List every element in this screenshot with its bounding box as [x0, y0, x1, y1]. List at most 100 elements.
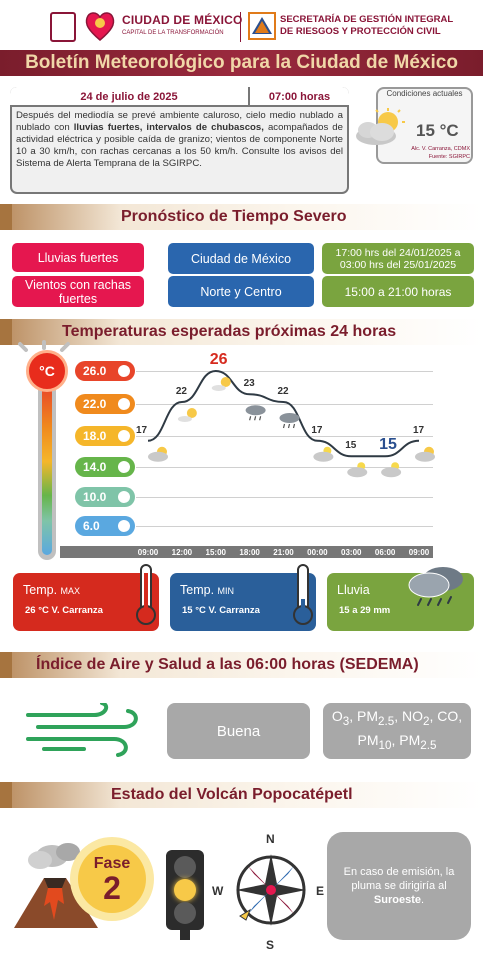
compass-e: E — [316, 884, 325, 898]
current-temperature: 15 °C — [416, 121, 459, 140]
section-tab — [0, 782, 12, 808]
scale-10: 10.0 — [75, 487, 135, 507]
min-temp-card: Temp. MIN 15 °C V. Carranza — [170, 564, 316, 631]
scale-22: 22.0 — [75, 394, 135, 414]
thermometer-celsius-badge: °C — [26, 350, 68, 392]
scale-dot — [118, 520, 130, 532]
scale-6-label: 6.0 — [83, 519, 100, 533]
grid-line — [136, 526, 433, 527]
header-city-sub: CAPITAL DE LA TRANSFORMACIÓN — [122, 30, 224, 36]
partly-cloudy-icon — [356, 108, 405, 145]
scale-dot — [118, 365, 130, 377]
thermometer-cold-icon — [293, 564, 313, 625]
temperatures-heading-text: Temperaturas esperadas próximas 24 horas — [62, 323, 397, 340]
phenomenon-heavy-rain: Lluvias fuertes — [12, 243, 144, 272]
compass-s: S — [266, 938, 275, 952]
x-tick-label: 00:00 — [307, 548, 328, 557]
plume-msg-1: En caso de emisión, la pluma se dirigirí… — [343, 866, 455, 892]
x-tick-label: 18:00 — [239, 548, 260, 557]
weather-icon-cloud-moon — [381, 462, 402, 478]
volcano-heading: Estado del Volcán Popocatépetl — [0, 782, 483, 808]
rain-cloud-icon — [408, 567, 463, 606]
temperature-label: 15 — [345, 440, 357, 452]
phase-label: Fase — [93, 855, 131, 872]
weather-icon-cloud-sun — [148, 446, 168, 462]
temperature-label: 23 — [243, 378, 255, 390]
grid-line — [136, 467, 433, 468]
section-tab — [0, 204, 12, 230]
max-temp-title: Temp. MAX — [23, 583, 80, 597]
rain-title: Lluvia — [337, 583, 370, 597]
x-tick-label: 21:00 — [273, 548, 294, 557]
scale-26: 26.0 — [75, 361, 135, 381]
max-temp-value: 26 °C V. Carranza — [25, 605, 103, 616]
pollutants-list: O3, PM2.5, NO2, CO, PM10, PM2.5 — [331, 708, 463, 752]
x-tick-label: 09:00 — [408, 548, 430, 557]
temperature-label: 22 — [175, 386, 187, 397]
min-temp-title-small: MIN — [217, 586, 235, 596]
temperatures-heading: Temperaturas esperadas próximas 24 horas — [0, 319, 483, 345]
cdmx-logo — [50, 12, 76, 42]
scale-26-label: 26.0 — [83, 364, 107, 378]
compass-icon — [236, 854, 306, 926]
air-heading: Índice de Aire y Salud a las 06:00 horas… — [0, 652, 483, 678]
current-conditions-title: Condiciones actuales — [386, 89, 463, 98]
air-heading-text: Índice de Aire y Salud a las 06:00 horas… — [36, 656, 419, 673]
summary-text-bold: lluvias fuertes, intervalos de chubascos… — [73, 122, 264, 133]
header-secretaria-line2: DE RIESGOS Y PROTECCIÓN CIVIL — [280, 26, 441, 37]
current-location: Alc. V. Carranza, CDMX Fuente: SGIRPC — [378, 145, 470, 161]
x-tick-label: 06:00 — [374, 548, 396, 557]
traffic-light-icon — [166, 850, 204, 930]
max-temperature-label: 26 — [209, 351, 228, 368]
grid-line — [136, 371, 433, 372]
grid-line — [136, 497, 433, 498]
traffic-light-pole — [180, 930, 190, 940]
temperature-label: 17 — [311, 424, 323, 436]
air-quality-badge: Buena — [167, 703, 310, 759]
summary-text-2: acompañados de actividad eléctrica y pos… — [16, 122, 343, 169]
scale-10-label: 10.0 — [83, 490, 107, 504]
scale-6: 6.0 — [75, 516, 135, 536]
scale-14-label: 14.0 — [83, 460, 107, 474]
plume-msg-2: . — [421, 894, 425, 906]
summary-time: 07:00 horas — [250, 87, 349, 107]
scale-22-label: 22.0 — [83, 397, 107, 411]
weather-icon-rain — [245, 405, 266, 421]
summary-text-1: Después del mediodía se prevé ambiente c… — [16, 110, 343, 133]
plume-message-text: En caso de emisión, la pluma se dirigirí… — [335, 865, 463, 907]
plume-direction-message: En caso de emisión, la pluma se dirigirí… — [327, 832, 471, 940]
wind-icon — [26, 703, 138, 757]
phenomenon-strong-winds: Vientos con rachas fuertes — [12, 276, 144, 307]
compass-n: N — [266, 832, 275, 846]
scale-dot — [118, 461, 130, 473]
scale-18-label: 18.0 — [83, 429, 107, 443]
x-tick-label: 03:00 — [341, 548, 362, 557]
thermometer-rays-icon — [18, 340, 70, 352]
severe-forecast-heading: Pronóstico de Tiempo Severo — [0, 204, 483, 230]
x-tick-label: 12:00 — [171, 548, 193, 557]
header-city: CIUDAD DE MÉXICO — [122, 13, 243, 27]
traffic-light-yellow — [174, 879, 196, 901]
weather-icon-rain — [279, 413, 300, 429]
min-temp-value: 15 °C V. Carranza — [182, 605, 260, 616]
max-temp-card: Temp. MAX 26 °C V. Carranza — [13, 564, 159, 631]
header-secretaria: SECRETARÍA DE GESTIÓN INTEGRAL DE RIESGO… — [280, 14, 453, 38]
current-location-text: Alc. V. Carranza, CDMX — [411, 146, 470, 152]
sgirpc-logo-icon — [248, 12, 276, 40]
volcano-heading-text: Estado del Volcán Popocatépetl — [111, 786, 353, 803]
time-window-2: 15:00 a 21:00 horas — [322, 276, 474, 307]
min-temperature-label: 15 — [379, 436, 397, 454]
compass-w: W — [212, 884, 224, 898]
rain-card: Lluvia 15 a 29 mm — [327, 567, 474, 631]
temperature-label: 22 — [277, 386, 289, 397]
scale-dot — [118, 398, 130, 410]
bulletin-title: Boletín Meteorológico para la Ciudad de … — [0, 50, 483, 76]
section-tab — [0, 319, 12, 345]
x-tick-label: 09:00 — [137, 548, 159, 557]
rain-value: 15 a 29 mm — [339, 605, 391, 616]
grid-line — [136, 404, 433, 405]
header-separator — [240, 12, 241, 42]
traffic-light-red — [174, 856, 196, 878]
scale-dot — [118, 430, 130, 442]
header-secretaria-line1: SECRETARÍA DE GESTIÓN INTEGRAL — [280, 14, 454, 25]
